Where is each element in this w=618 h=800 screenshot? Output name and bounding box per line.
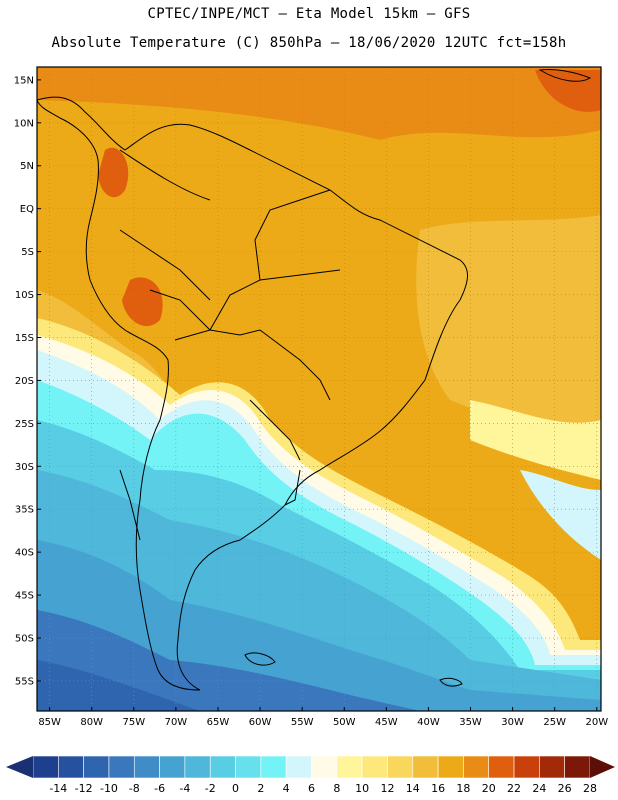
latitude-label: 30S bbox=[15, 462, 34, 473]
longitude-label: 30W bbox=[501, 717, 524, 728]
map-frame bbox=[36, 66, 602, 712]
colorbar-label: 2 bbox=[257, 782, 264, 795]
colorbar-label: -12 bbox=[75, 782, 93, 795]
longitude-label: 85W bbox=[38, 717, 61, 728]
colorbar-swatch bbox=[184, 755, 211, 779]
longitude-label: 45W bbox=[375, 717, 398, 728]
longitude-label: 80W bbox=[80, 717, 103, 728]
longitude-label: 40W bbox=[417, 717, 440, 728]
colorbar-swatch bbox=[311, 755, 338, 779]
colorbar-label: 6 bbox=[308, 782, 315, 795]
colorbar-label: 18 bbox=[456, 782, 470, 795]
latitude-label: 10S bbox=[15, 290, 34, 301]
colorbar-swatch bbox=[209, 755, 236, 779]
latitude-label: 10N bbox=[14, 118, 34, 129]
latitude-label: 35S bbox=[15, 505, 34, 516]
colorbar-swatch bbox=[336, 755, 363, 779]
colorbar-label: 0 bbox=[232, 782, 239, 795]
colorbar-swatch bbox=[83, 755, 110, 779]
longitude-label: 35W bbox=[459, 717, 482, 728]
colorbar-swatch bbox=[463, 755, 490, 779]
colorbar-label: -8 bbox=[129, 782, 140, 795]
colorbar-swatch bbox=[58, 755, 84, 779]
colorbar-swatch bbox=[513, 755, 540, 779]
longitude-label: 70W bbox=[165, 717, 188, 728]
colorbar-swatch bbox=[260, 755, 287, 779]
colorbar-label: 14 bbox=[406, 782, 420, 795]
colorbar-swatch bbox=[108, 755, 135, 779]
colorbar-swatch bbox=[488, 755, 515, 779]
latitude-label: 5N bbox=[20, 161, 34, 172]
colorbar-label: 22 bbox=[507, 782, 521, 795]
latitude-label: 25S bbox=[15, 419, 34, 430]
latitude-label: 55S bbox=[15, 676, 34, 687]
colorbar-label: -14 bbox=[49, 782, 67, 795]
colorbar-label: -10 bbox=[100, 782, 118, 795]
latitude-label: 15N bbox=[14, 75, 34, 86]
colorbar-label: 8 bbox=[333, 782, 340, 795]
colorbar-label: 4 bbox=[283, 782, 290, 795]
longitude-label: 55W bbox=[291, 717, 314, 728]
colorbar-label: -2 bbox=[205, 782, 216, 795]
colorbar-swatch bbox=[539, 755, 565, 779]
lat-lon-grid bbox=[37, 67, 601, 711]
longitude-label: 75W bbox=[122, 717, 145, 728]
latitude-label: 15S bbox=[15, 333, 34, 344]
colorbar-swatch bbox=[564, 755, 591, 779]
longitude-labels: 85W 80W 75W 70W 65W 60W 55W 50W 45W 40W 35W 30W 25W 2… bbox=[38, 707, 608, 728]
latitude-label: 20S bbox=[15, 376, 34, 387]
colorbar-swatch bbox=[285, 755, 312, 779]
colorbar-min-arrow bbox=[6, 756, 33, 778]
longitude-label: 20W bbox=[585, 717, 608, 728]
colorbar-swatch bbox=[437, 755, 464, 779]
colorbar-swatch bbox=[387, 755, 414, 779]
color-legend: -14 -12 -10 -8 -6 -4 -2 0 2 4 6 8 10 12 14 16 18 20 22 24 26… bbox=[6, 755, 615, 795]
colorbar-swatch bbox=[159, 755, 186, 779]
longitude-label: 60W bbox=[249, 717, 272, 728]
latitude-label: 40S bbox=[15, 548, 34, 559]
colorbar-label: 16 bbox=[431, 782, 445, 795]
colorbar-label: 24 bbox=[532, 782, 546, 795]
longitude-label: 25W bbox=[543, 717, 566, 728]
colorbar-swatch bbox=[32, 755, 59, 779]
latitude-label: EQ bbox=[20, 204, 34, 215]
colorbar-label: -4 bbox=[179, 782, 190, 795]
colorbar-label: 12 bbox=[380, 782, 394, 795]
colorbar-swatch bbox=[235, 755, 262, 779]
map-title: CPTEC/INPE/MCT – Eta Model 15km – GFS bbox=[147, 6, 471, 22]
longitude-label: 50W bbox=[333, 717, 356, 728]
longitude-label: 65W bbox=[207, 717, 230, 728]
colorbar-label: 20 bbox=[482, 782, 496, 795]
colorbar-swatch bbox=[361, 755, 388, 779]
coastline bbox=[36, 69, 592, 691]
latitude-label: 5S bbox=[21, 247, 34, 258]
temperature-field bbox=[37, 67, 601, 711]
latitude-labels: 15N 10N 5N EQ 5S 10S 15S 20S 25S 30S 35S 40S 45S 50S 5… bbox=[14, 75, 41, 687]
colorbar-label: -6 bbox=[154, 782, 165, 795]
colorbar-label: 10 bbox=[355, 782, 369, 795]
colorbar-max-arrow bbox=[590, 756, 615, 778]
colorbar-label: 28 bbox=[583, 782, 597, 795]
map-subtitle: Absolute Temperature (C) 850hPa – 18/06/… bbox=[51, 35, 567, 51]
colorbar-swatch bbox=[412, 755, 439, 779]
latitude-label: 50S bbox=[15, 634, 34, 645]
latitude-label: 45S bbox=[15, 591, 34, 602]
colorbar-label: 26 bbox=[558, 782, 572, 795]
colorbar-swatch bbox=[133, 755, 160, 779]
